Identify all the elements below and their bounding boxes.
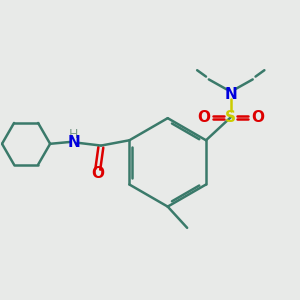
Text: O: O <box>91 167 104 182</box>
Text: H: H <box>69 128 79 141</box>
Text: O: O <box>197 110 210 125</box>
Text: O: O <box>251 110 265 125</box>
Text: S: S <box>225 110 236 125</box>
Text: N: N <box>68 134 80 149</box>
Text: N: N <box>224 87 237 102</box>
